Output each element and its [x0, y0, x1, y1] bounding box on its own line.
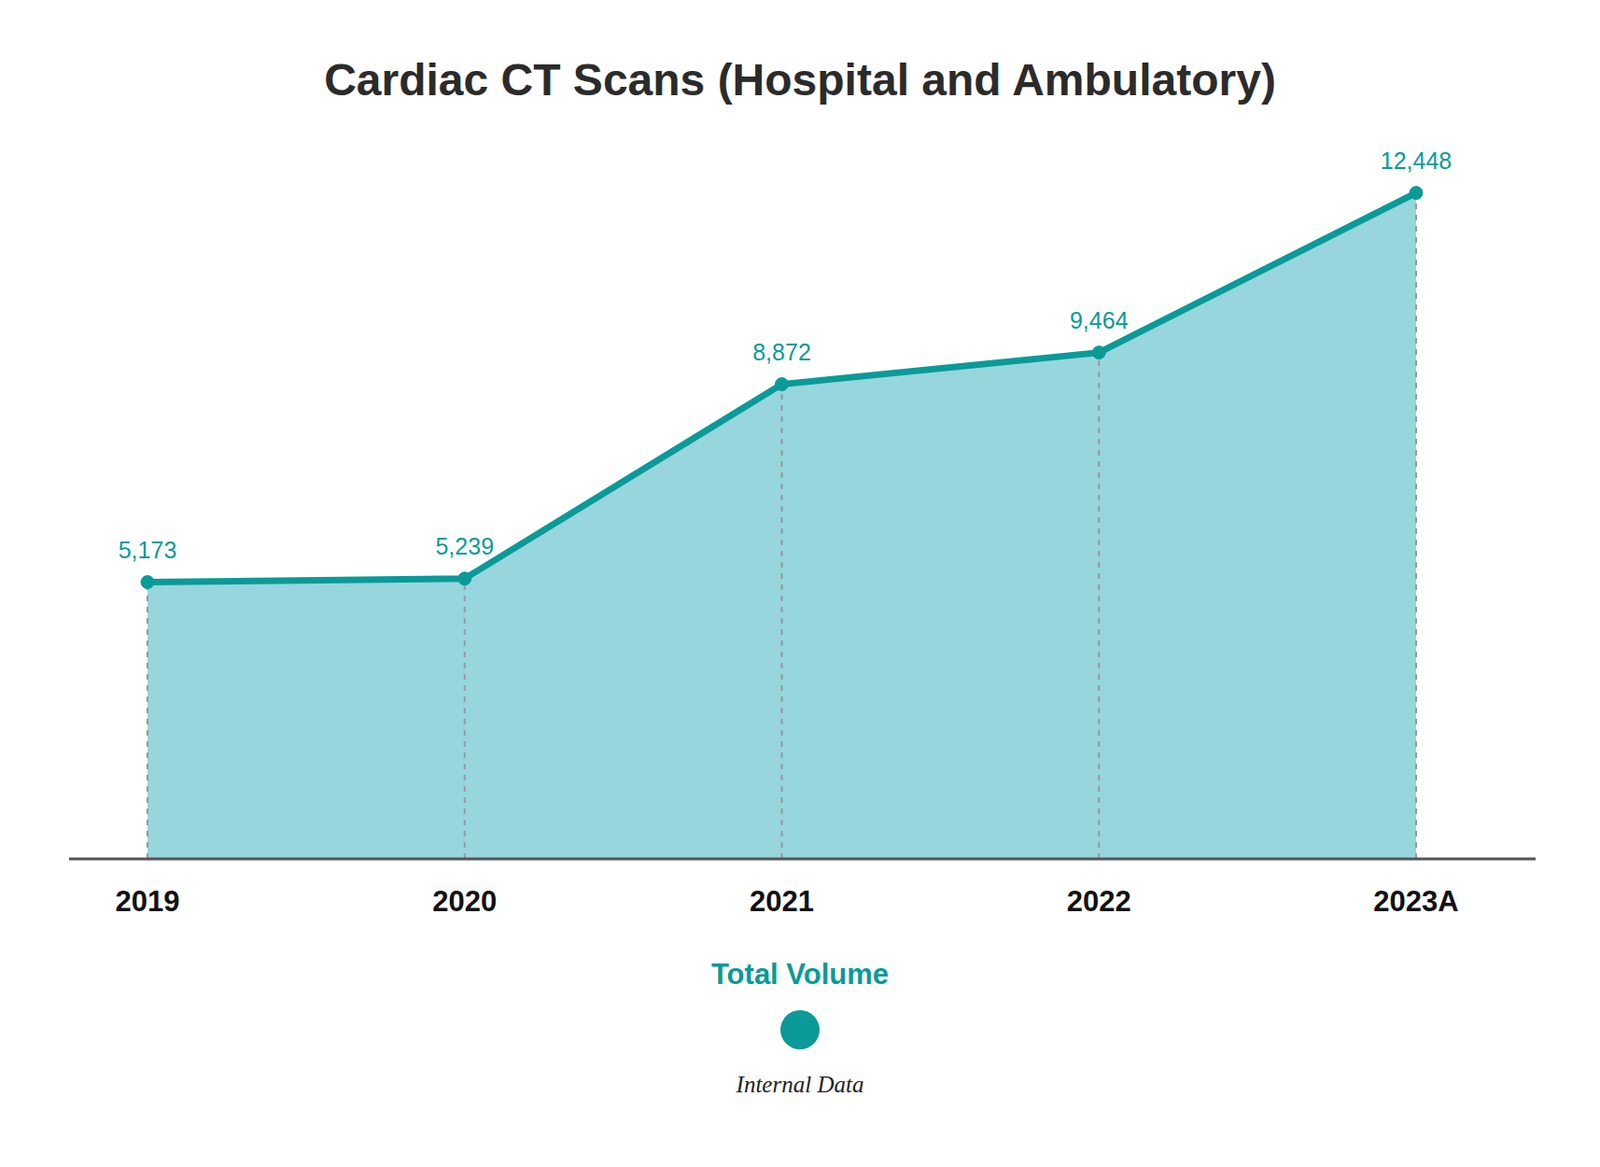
svg-text:2021: 2021 — [749, 884, 815, 918]
html-text:Cardiac CT Scans (Hospital and: Cardiac CT Scans (Hospital and Ambulator… — [324, 54, 1276, 105]
svg-text:5,239: 5,239 — [435, 533, 494, 560]
html-text:Total Volume: Total Volume — [711, 957, 889, 991]
svg-text:2019: 2019 — [115, 884, 181, 918]
svg-text:12,448: 12,448 — [1380, 147, 1452, 174]
svg-text:2022: 2022 — [1066, 884, 1132, 918]
html-text:Internal Data: Internal Data — [736, 1071, 864, 1097]
svg-text:2020: 2020 — [432, 884, 497, 918]
svg-text:8,872: 8,872 — [752, 338, 812, 365]
svg-text:9,464: 9,464 — [1069, 307, 1129, 334]
svg-text:2023A: 2023A — [1373, 884, 1459, 918]
svg-text:5,173: 5,173 — [118, 536, 178, 563]
